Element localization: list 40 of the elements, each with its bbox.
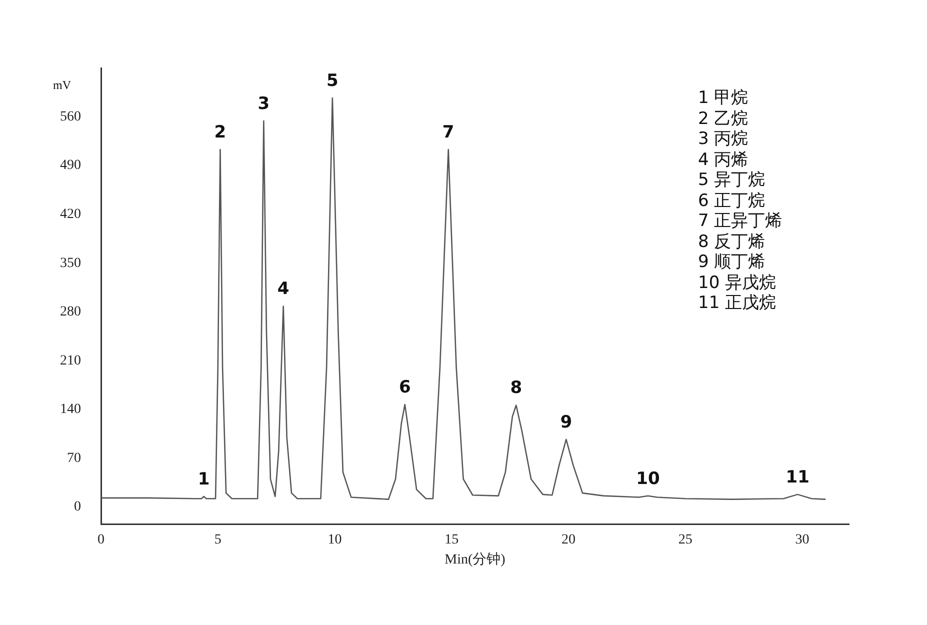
annotation: 9 顺丁烯 [698, 252, 766, 272]
annotation: 9 [560, 412, 572, 432]
x-tick-label: 10 [328, 532, 342, 548]
annotation: 8 [510, 378, 522, 398]
annotation: 10 [636, 468, 660, 489]
annotation: 6 正丁烷 [698, 190, 766, 211]
y-tick-label: 140 [60, 402, 81, 418]
y-tick-label: 280 [60, 304, 81, 320]
x-tick-label: 25 [678, 532, 692, 548]
x-tick-label: 5 [214, 532, 222, 548]
x-tick-label: 30 [795, 532, 810, 548]
y-tick-label: 0 [74, 500, 81, 515]
annotation: 1 甲烷 [698, 88, 750, 108]
x-tick-label: 15 [444, 532, 459, 548]
annotation: 11 [786, 467, 810, 488]
y-tick-label: 350 [60, 256, 81, 271]
y-tick-label: 420 [60, 207, 81, 222]
x-tick-label: 20 [562, 532, 576, 548]
annotation: 3 丙烷 [698, 129, 750, 150]
x-axis-title: Min(分钟) [444, 551, 506, 568]
x-tick-label: 0 [98, 532, 104, 548]
annotation: 11 正戊烷 [698, 293, 778, 314]
y-tick-label: 210 [60, 353, 81, 368]
annotation: 8 反丁烯 [698, 232, 766, 252]
annotation: 4 [277, 279, 290, 300]
annotation: 2 乙烷 [698, 108, 750, 129]
annotation: 7 [442, 122, 454, 142]
y-tick-label: 560 [60, 109, 81, 124]
annotation: 1 [198, 469, 210, 490]
y-tick-label: 490 [60, 158, 81, 174]
annotation: 5 异丁烷 [698, 170, 766, 190]
annotation: 4 丙烯 [698, 150, 750, 170]
annotation: 6 [398, 377, 411, 398]
annotation: 3 [258, 94, 270, 114]
annotation: 2 [214, 122, 226, 142]
annotation: 7 正异丁烯 [698, 211, 782, 232]
y-tick-label: 70 [67, 450, 81, 466]
annotation: 10 异戊烷 [698, 272, 778, 293]
annotation: 5 [326, 70, 338, 91]
y-axis-title: mV [53, 78, 72, 92]
